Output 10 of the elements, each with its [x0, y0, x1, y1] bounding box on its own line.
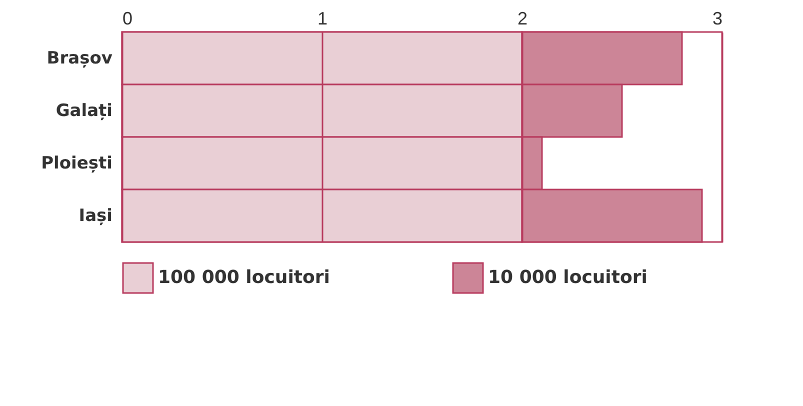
x-tick-label: 2 — [517, 8, 528, 28]
y-tick-label: Ploiești — [41, 153, 112, 174]
y-tick-label: Iași — [78, 206, 112, 226]
x-tick-label: 3 — [712, 8, 722, 28]
y-tick-label: Brașov — [46, 48, 112, 68]
legend-label: 100 000 locuitori — [158, 267, 330, 288]
x-tick-label: 0 — [122, 8, 133, 28]
y-tick-label: Galați — [56, 100, 112, 121]
x-tick-label: 1 — [317, 8, 328, 28]
legend-label: 10 000 locuitori — [488, 267, 648, 288]
